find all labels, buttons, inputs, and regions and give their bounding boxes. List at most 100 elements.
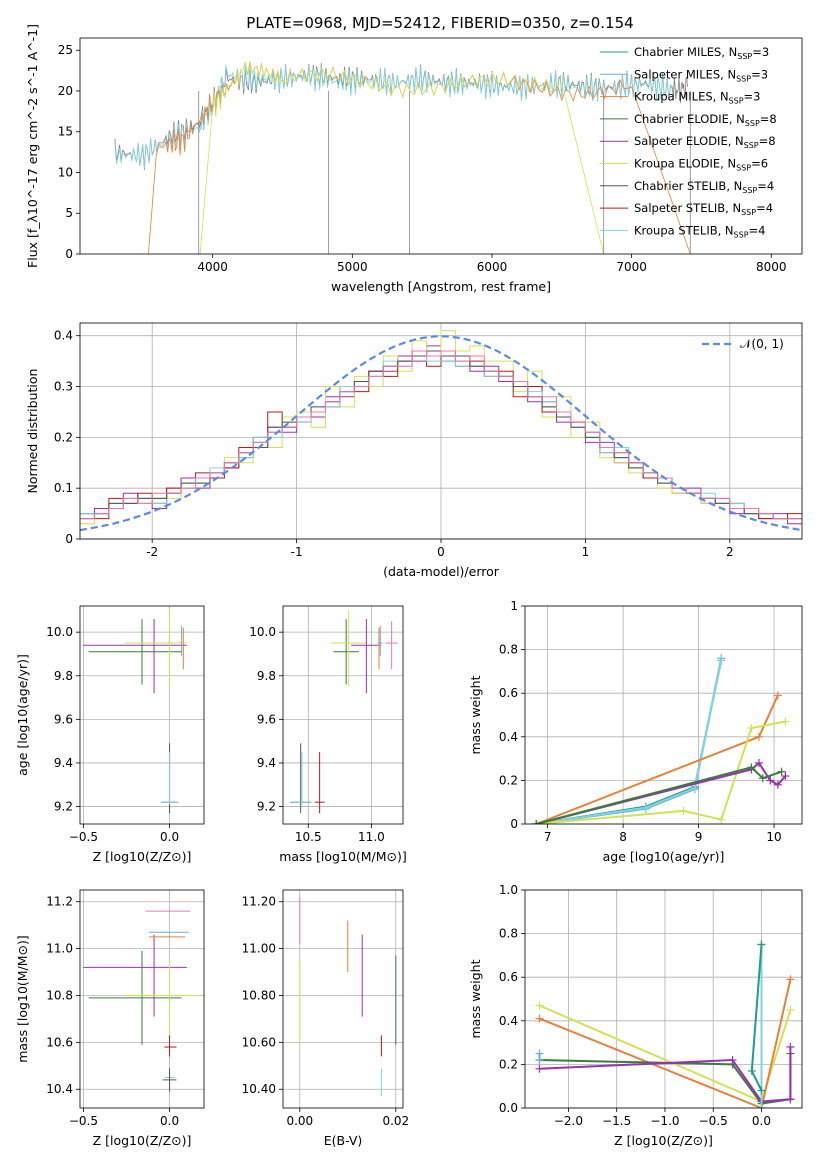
x-axis-label: Z [log10(Z/Z⊙)] xyxy=(614,1133,713,1148)
legend-label: Chabrier ELODIE, NSSP=8 xyxy=(634,112,777,128)
y-tick-label: 0.3 xyxy=(54,380,73,394)
legend-sub: SSP xyxy=(744,141,759,150)
legend-count: =3 xyxy=(752,45,769,59)
y-tick-label: 20 xyxy=(58,84,73,98)
y-tick-label: 0 xyxy=(510,817,518,831)
spectrum-line xyxy=(114,63,674,169)
legend-sub: SSP xyxy=(745,119,760,128)
legend-count: =4 xyxy=(757,179,774,193)
legend-label: Kroupa ELODIE, NSSP=6 xyxy=(634,157,768,173)
axes-frame xyxy=(524,605,803,825)
y-tick-label: 0.2 xyxy=(54,430,73,444)
y-tick-label: 9.4 xyxy=(54,756,73,770)
x-tick-label: 10.5 xyxy=(295,830,322,844)
x-axis-label: E(B-V) xyxy=(324,1133,363,1148)
legend-label: Kroupa MILES, NSSP=3 xyxy=(634,90,760,106)
spectrum-line xyxy=(199,61,605,254)
y-tick-label: 25 xyxy=(58,43,73,57)
plot-area xyxy=(535,940,795,1108)
axes-frame xyxy=(282,889,404,1109)
x-tick-label: 7000 xyxy=(616,260,647,274)
chart-age-vs-Z: −0.5 0.0 9.2 9.4 9.6 9.8 10.0 Z [log10(Z/Z⊙)] ag… xyxy=(15,605,205,864)
y-axis-label: mass weight xyxy=(468,959,483,1038)
y-tick-label: 10.4 xyxy=(46,1082,73,1096)
y-tick-label: 11.2 xyxy=(46,895,73,909)
y-tick-label: 10.80 xyxy=(242,988,276,1002)
x-axis-label: Z [log10(Z/Z⊙)] xyxy=(93,849,192,864)
y-tick-label: 10.6 xyxy=(46,1035,73,1049)
x-tick-label: 0.0 xyxy=(752,1114,771,1128)
y-tick-label: 9.2 xyxy=(54,800,73,814)
chart-mass-weight-vs-age: 7 8 9 10 0 0.2 0.4 0.6 0.8 1 age [log10(age/yr)] ma… xyxy=(468,599,803,864)
y-tick-label: 1 xyxy=(510,599,518,613)
x-tick-label: −0.5 xyxy=(69,1114,98,1128)
y-tick-label: 0.4 xyxy=(499,1014,518,1028)
chart-spectrum: 4000 5000 6000 7000 8000 0 5 10 15 20 25 wavelength… xyxy=(25,24,803,294)
y-axis-label: Flux [f_λ10^-17 erg cm^-2 s^-1 A^-1] xyxy=(25,24,40,268)
axes-frame xyxy=(79,605,205,825)
x-tick-label: 0.02 xyxy=(382,1114,409,1128)
legend-sub: SSP xyxy=(742,186,757,195)
legend-sub: SSP xyxy=(736,74,751,83)
weight-line xyxy=(750,944,763,1092)
y-axis-label: mass [log10(M/M⊙)] xyxy=(15,935,30,1063)
plot-area xyxy=(532,654,790,824)
legend-sub: SSP xyxy=(736,164,751,173)
x-tick-label: 10 xyxy=(766,830,781,844)
x-tick-label: 0.00 xyxy=(286,1114,313,1128)
y-tick-label: 0.2 xyxy=(499,773,518,787)
x-tick-label: -2 xyxy=(146,545,158,559)
x-tick-label: 0.0 xyxy=(160,830,179,844)
legend-sub: SSP xyxy=(734,230,749,239)
x-tick-label: 0.0 xyxy=(160,1114,179,1128)
y-tick-label: 0.1 xyxy=(54,481,73,495)
axes-frame xyxy=(282,605,404,825)
y-tick-label: 9.8 xyxy=(257,669,276,683)
x-tick-label: -1 xyxy=(291,545,303,559)
figure-title: PLATE=0968, MJD=52412, FIBERID=0350, z=0… xyxy=(246,14,633,32)
legend-count: =6 xyxy=(751,157,768,171)
y-tick-label: 0.0 xyxy=(499,1101,518,1115)
x-tick-label: 6000 xyxy=(477,260,508,274)
legend-count: =8 xyxy=(760,112,777,126)
legend-label: 𝒩(0, 1) xyxy=(740,337,784,351)
x-axis-label: mass [log10(M/M⊙)] xyxy=(279,849,407,864)
x-axis-label: Z [log10(Z/Z⊙)] xyxy=(93,1133,192,1148)
plot-area xyxy=(83,610,187,814)
plot-area xyxy=(83,910,199,1092)
plots: 4000 5000 6000 7000 80000510152025wavelength… xyxy=(15,24,803,1148)
chart-mass-vs-Z: −0.5 0.0 10.4 10.6 10.8 11.0 11.2 Z [log10(Z/Z⊙… xyxy=(15,889,205,1148)
x-tick-label: 0 xyxy=(437,545,445,559)
legend-sub: SSP xyxy=(729,97,744,106)
x-axis-label: age [log10(age/yr)] xyxy=(603,849,725,864)
gaussian-curve xyxy=(80,335,802,532)
weight-line xyxy=(536,761,787,824)
x-tick-label: 7 xyxy=(544,830,552,844)
x-tick-label: −1.0 xyxy=(650,1114,679,1128)
x-tick-label: 5000 xyxy=(337,260,368,274)
y-tick-label: 0.8 xyxy=(499,927,518,941)
legend-label: Salpeter STELIB, NSSP=4 xyxy=(634,201,773,217)
x-tick-label: −0.5 xyxy=(69,830,98,844)
plot-area xyxy=(290,610,398,814)
y-tick-label: 0.4 xyxy=(499,730,518,744)
legend-sub: SSP xyxy=(741,208,756,217)
plot-area xyxy=(80,330,802,532)
y-tick-label: 0.4 xyxy=(54,329,73,343)
y-axis-label: age [log10(age/yr)] xyxy=(15,654,30,776)
y-tick-label: 10.40 xyxy=(242,1082,276,1096)
legend-count: =3 xyxy=(751,67,768,81)
y-tick-label: 0 xyxy=(65,532,73,546)
x-tick-label: 8 xyxy=(619,830,627,844)
x-tick-label: 8000 xyxy=(756,260,787,274)
axes-frame xyxy=(79,37,803,255)
legend-count: =4 xyxy=(756,201,773,215)
y-axis-label: mass weight xyxy=(468,675,483,754)
legend-count: =8 xyxy=(759,134,776,148)
y-tick-label: 0 xyxy=(65,247,73,261)
y-tick-label: 11.00 xyxy=(242,942,276,956)
y-tick-label: 1.0 xyxy=(499,883,518,897)
y-tick-label: 9.8 xyxy=(54,669,73,683)
x-axis-label: wavelength [Angstrom, rest frame] xyxy=(331,279,551,294)
